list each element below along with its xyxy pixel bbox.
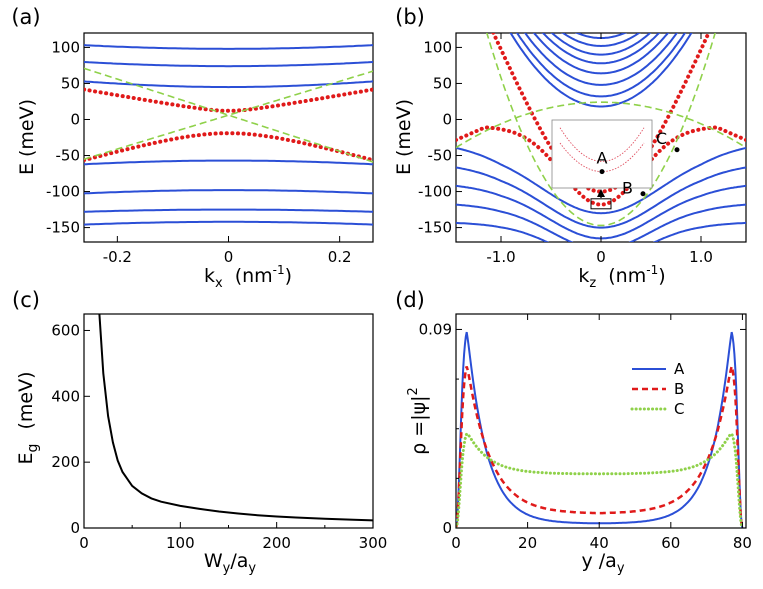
series-conduction-subbands <box>550 33 652 56</box>
x-tick-label: 0 <box>596 248 606 266</box>
zoom-arrow-head <box>597 189 605 197</box>
y-tick-label: 0.09 <box>419 320 452 338</box>
series-valence-subbands <box>456 166 746 229</box>
panel-a: -0.2 0 0.2 100 50 0 -50 -100 -150 kx (nm-1) E (meV… <box>11 5 374 291</box>
series-bulk-bands <box>84 61 373 68</box>
y-tick-label: -50 <box>428 147 453 165</box>
x-axis-label: kz (nm-1) <box>578 263 665 291</box>
y-axis-label: E (meV) <box>16 99 38 175</box>
series-conduction-subbands <box>574 33 628 39</box>
series-B <box>456 366 744 528</box>
panel-c: 0 100 200 300 0 200 400 600 Eg (meV) Wy/ay (c) <box>12 288 387 576</box>
series-effective-model <box>456 101 746 149</box>
legend-label-B: B <box>674 380 684 398</box>
y-tick-label: 0 <box>70 519 80 537</box>
x-tick-label: 100 <box>166 534 195 552</box>
y-tick-label: 50 <box>61 74 80 92</box>
x-tick-label: -1.0 <box>486 248 515 266</box>
x-tick-label: 300 <box>359 534 388 552</box>
series-valence-subbands <box>456 221 746 242</box>
x-tick-label: -0.2 <box>103 248 132 266</box>
y-tick-label: 200 <box>51 453 80 471</box>
label-B: B <box>622 179 633 198</box>
series-bulk-bands <box>84 220 373 226</box>
x-axis-label: Wy/ay <box>204 550 257 576</box>
series-bulk-bands <box>84 159 373 166</box>
x-tick-label: 0.2 <box>328 248 352 266</box>
label-C: C <box>656 129 667 148</box>
series-conduction-subbands <box>509 33 693 108</box>
y-tick-label: 100 <box>51 38 80 56</box>
x-tick-label: 0 <box>79 534 89 552</box>
x-tick-label: 0 <box>224 248 234 266</box>
series-effective-model-lower <box>486 33 716 227</box>
legend-label-A: A <box>674 360 685 378</box>
series-bulk-bands <box>84 208 373 213</box>
y-axis-label: E (meV) <box>393 99 415 175</box>
inset-point-a <box>599 169 605 175</box>
point-B <box>640 191 646 197</box>
x-tick-label: 80 <box>733 534 752 552</box>
plot-frame <box>455 313 747 529</box>
y-tick-label: 100 <box>423 38 452 56</box>
series-valence-subbands <box>456 203 746 242</box>
series-conduction-subbands <box>515 33 687 98</box>
series-effective-model <box>84 70 373 160</box>
x-axis-label: kx (nm-1) <box>204 263 292 291</box>
series-edge-state-bands <box>456 125 746 207</box>
panel-label-b: (b) <box>395 5 425 29</box>
series-conduction-subbands <box>532 33 670 75</box>
legend-label-C: C <box>674 400 684 418</box>
series-conduction-subbands <box>523 33 679 86</box>
x-tick-label: 60 <box>661 534 680 552</box>
y-tick-label: -50 <box>56 147 81 165</box>
x-tick-label: 40 <box>590 534 609 552</box>
inset-label-a: A <box>597 149 608 168</box>
y-axis-label: Eg (meV) <box>15 372 41 465</box>
series-valence-subbands <box>456 147 746 215</box>
panel-label-c: (c) <box>12 288 40 312</box>
y-tick-label: 50 <box>433 74 452 92</box>
x-tick-label: 200 <box>262 534 291 552</box>
panel-label-d: (d) <box>395 288 425 312</box>
point-C <box>674 147 680 153</box>
panel-label-a: (a) <box>11 5 40 29</box>
y-tick-label: 600 <box>51 321 80 339</box>
series-bulk-bands <box>84 44 373 50</box>
series-Eg <box>98 314 373 522</box>
series-edge-states <box>84 87 373 113</box>
inset-curve <box>559 142 645 173</box>
series-conduction-subbands <box>541 33 661 65</box>
y-tick-label: -150 <box>418 219 452 237</box>
y-tick-label: -100 <box>46 183 80 201</box>
series-C <box>456 431 744 528</box>
plot-frame <box>83 313 374 529</box>
y-tick-label: 400 <box>51 387 80 405</box>
series-bulk-bands <box>84 189 373 195</box>
x-axis-label: y /ay <box>581 550 624 576</box>
panel-b: AB C -1.0 0 1.0 100 50 0 -50 -100 -150 kz (nm-1) E (… <box>393 5 747 291</box>
x-tick-label: 1.0 <box>689 248 713 266</box>
y-tick-label: -150 <box>46 219 80 237</box>
series-conduction-subbands <box>561 33 641 48</box>
series-effective-model <box>84 67 373 163</box>
y-tick-label: 0 <box>442 519 452 537</box>
y-tick-label: 0 <box>70 110 80 128</box>
y-tick-label: 0 <box>442 110 452 128</box>
y-tick-label: -100 <box>418 183 452 201</box>
series-edge-states <box>84 131 373 163</box>
series-A <box>456 331 744 528</box>
y-axis-label: ρ =|ψ|2 <box>406 387 430 455</box>
x-tick-label: 0 <box>451 534 461 552</box>
x-tick-label: 20 <box>518 534 537 552</box>
zoom-rect <box>590 198 612 210</box>
